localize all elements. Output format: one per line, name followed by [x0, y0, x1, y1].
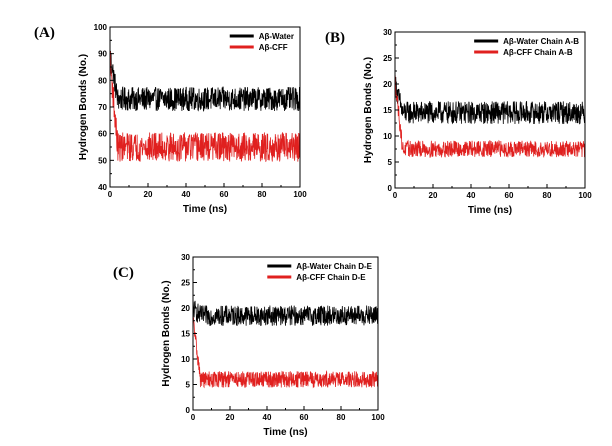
y-tick-label: 10 [181, 355, 190, 364]
legend-label: Aβ-CFF [259, 43, 288, 52]
y-axis-title: Hydrogen Bonds (No.) [78, 54, 89, 160]
legend-label: Aβ-CFF Chain D-E [296, 273, 366, 282]
x-tick-label: 20 [226, 413, 235, 422]
series-line-1 [395, 77, 585, 125]
y-tick-label: 80 [98, 76, 107, 85]
y-tick-label: 30 [181, 253, 190, 262]
y-tick-label: 100 [94, 23, 108, 32]
y-tick-label: 10 [383, 132, 392, 141]
y-tick-label: 90 [98, 50, 107, 59]
x-tick-label: 60 [300, 413, 309, 422]
panel-label: (B) [325, 30, 345, 46]
panel-label: (C) [113, 265, 134, 281]
legend: Aβ-Water Chain D-E Aβ-CFF Chain D-E [267, 262, 373, 282]
series-line-1 [193, 300, 378, 326]
x-tick-label: 0 [393, 191, 398, 200]
y-tick-label: 0 [388, 184, 393, 193]
y-tick-label: 25 [181, 279, 190, 288]
x-axis-title: Time (ns) [468, 205, 512, 216]
y-tick-label: 25 [383, 54, 392, 63]
x-tick-label: 80 [337, 413, 346, 422]
x-tick-label: 0 [108, 190, 113, 199]
chart-panel-1: (A) 0 20 40 60 80 100 40 50 60 70 80 90 100 Time (ns) H… [34, 23, 307, 215]
chart-panel-3: (C) 0 20 40 60 80 100 0 5 10 15 20 25 30 Time (ns) Hydr… [113, 253, 385, 438]
legend: Aβ-Water Chain A-B Aβ-CFF Chain A-B [474, 37, 579, 57]
y-tick-label: 20 [383, 80, 392, 89]
x-axis-title: Time (ns) [183, 204, 227, 215]
y-tick-label: 50 [98, 156, 107, 165]
panel-label: (A) [34, 25, 55, 41]
series-line-1 [110, 48, 300, 113]
y-axis-title: Hydrogen Bonds (No.) [161, 280, 172, 386]
x-tick-label: 40 [263, 413, 272, 422]
x-tick-label: 100 [371, 413, 385, 422]
legend-label: Aβ-Water [259, 32, 294, 41]
series-line-2 [395, 74, 585, 158]
legend-label: Aβ-Water Chain D-E [296, 262, 372, 271]
y-tick-label: 0 [186, 406, 191, 415]
x-tick-label: 0 [191, 413, 196, 422]
y-tick-label: 5 [186, 381, 191, 390]
x-tick-label: 20 [144, 190, 153, 199]
x-tick-label: 80 [258, 190, 267, 199]
series-line-2 [193, 313, 378, 389]
x-tick-label: 100 [293, 190, 307, 199]
x-tick-label: 60 [220, 190, 229, 199]
y-axis-title: Hydrogen Bonds (No.) [363, 57, 374, 163]
y-tick-label: 15 [383, 106, 392, 115]
y-tick-label: 20 [181, 304, 190, 313]
y-tick-label: 5 [388, 158, 393, 167]
x-tick-label: 40 [467, 191, 476, 200]
legend: Aβ-Water Aβ-CFF [229, 32, 294, 52]
x-tick-label: 100 [578, 191, 592, 200]
x-tick-label: 60 [505, 191, 514, 200]
y-tick-label: 40 [98, 183, 107, 192]
y-tick-label: 60 [98, 130, 107, 139]
chart-panel-2: (B) 0 20 40 60 80 100 0 5 10 15 20 25 30 Time (ns) Hydr… [325, 28, 592, 216]
series-line-2 [110, 51, 300, 163]
y-tick-label: 15 [181, 330, 190, 339]
x-axis-title: Time (ns) [263, 427, 307, 438]
x-tick-label: 20 [429, 191, 438, 200]
legend-label: Aβ-CFF Chain A-B [503, 48, 573, 57]
x-tick-label: 40 [182, 190, 191, 199]
x-tick-label: 80 [543, 191, 552, 200]
y-tick-label: 30 [383, 28, 392, 37]
y-tick-label: 70 [98, 103, 107, 112]
legend-label: Aβ-Water Chain A-B [503, 37, 579, 46]
